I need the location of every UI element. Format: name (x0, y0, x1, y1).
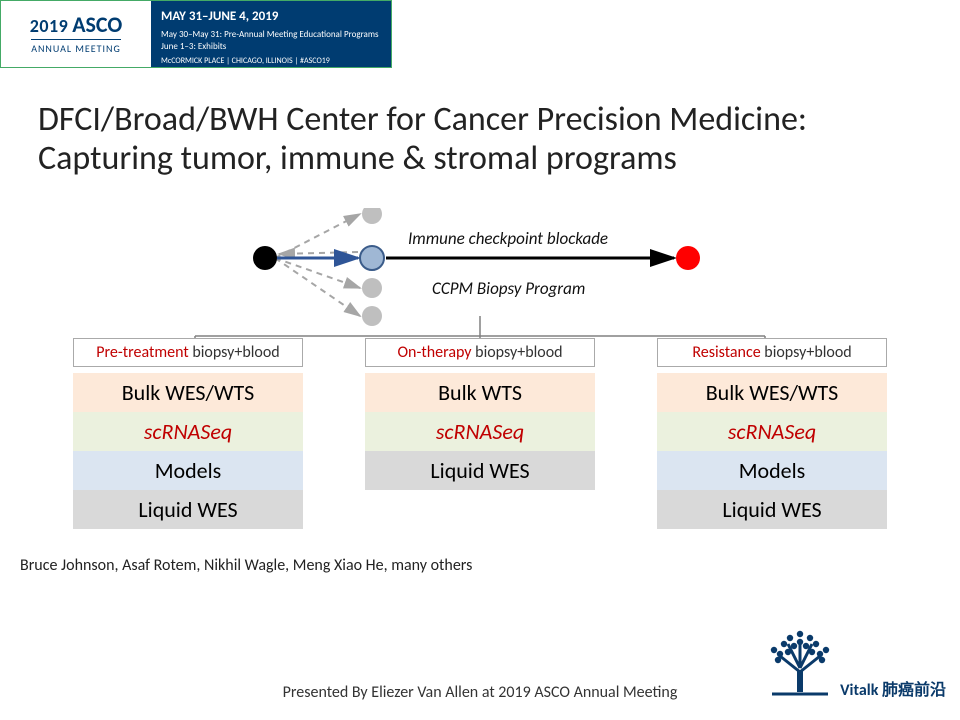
banner-asco: ASCO (72, 14, 122, 36)
assay-block: Bulk WES/WTS (657, 373, 887, 412)
column-0: Pre-treatment biopsy+blood Bulk WES/WTSsc… (73, 338, 303, 529)
slide-title: DFCI/Broad/BWH Center for Cancer Precisi… (38, 100, 940, 178)
stage-label: Pre-treatment (96, 343, 188, 362)
stage-tail: biopsy+blood (472, 343, 563, 362)
assay-block: Models (73, 451, 303, 490)
blocks: Bulk WTSscRNASeqLiquid WES (365, 373, 595, 490)
banner-year: 2019 (30, 15, 69, 37)
column-header: On-therapy biopsy+blood (365, 338, 595, 367)
assay-block: Liquid WES (73, 490, 303, 529)
label-immune-checkpoint: Immune checkpoint blockade (408, 228, 608, 249)
banner-sub2: June 1–3: Exhibits (161, 41, 381, 53)
slide: 2019ASCO ANNUAL MEETING MAY 31–JUNE 4, 2… (0, 0, 960, 720)
column-header: Resistance biopsy+blood (657, 338, 887, 367)
assay-block: scRNASeq (365, 412, 595, 451)
banner-right: MAY 31–JUNE 4, 2019 May 30–May 31: Pre-A… (151, 1, 391, 67)
assay-block: Liquid WES (365, 451, 595, 490)
column-2: Resistance biopsy+blood Bulk WES/WTSscRNA… (657, 338, 887, 529)
blocks: Bulk WES/WTSscRNASeqModelsLiquid WES (73, 373, 303, 529)
assay-block: scRNASeq (73, 412, 303, 451)
assay-block: Models (657, 451, 887, 490)
assay-block: Liquid WES (657, 490, 887, 529)
assay-block: Bulk WES/WTS (73, 373, 303, 412)
label-ccpm-biopsy: CCPM Biopsy Program (432, 278, 585, 299)
stage-label: Resistance (692, 343, 760, 362)
column-1: On-therapy biopsy+blood Bulk WTSscRNASeqL… (365, 338, 595, 529)
stage-tail: biopsy+blood (189, 343, 280, 362)
credits-line: Bruce Johnson, Asaf Rotem, Nikhil Wagle,… (20, 556, 472, 575)
asco-banner: 2019ASCO ANNUAL MEETING MAY 31–JUNE 4, 2… (0, 0, 392, 68)
banner-loc: McCORMICK PLACE | CHICAGO, ILLINOIS | #A… (161, 56, 381, 66)
column-header: Pre-treatment biopsy+blood (73, 338, 303, 367)
assay-block: Bulk WTS (365, 373, 595, 412)
banner-annual-meeting: ANNUAL MEETING (31, 39, 121, 55)
stage-label: On-therapy (397, 343, 471, 362)
assay-block: scRNASeq (657, 412, 887, 451)
stage-tail: biopsy+blood (761, 343, 852, 362)
vitalk-label: Vitalk 肺癌前沿 (840, 676, 946, 700)
banner-dates: MAY 31–JUNE 4, 2019 (161, 9, 381, 26)
banner-left: 2019ASCO ANNUAL MEETING (1, 1, 151, 67)
pathway-diagram: Immune checkpoint blockade CCPM Biopsy P… (0, 208, 960, 338)
banner-sub1: May 30–May 31: Pre-Annual Meeting Educat… (161, 29, 381, 41)
tree-logo-icon (760, 622, 840, 702)
biopsy-columns: Pre-treatment biopsy+bloodBulk WES/WTSsc… (0, 338, 960, 529)
blocks: Bulk WES/WTSscRNASeqModelsLiquid WES (657, 373, 887, 529)
